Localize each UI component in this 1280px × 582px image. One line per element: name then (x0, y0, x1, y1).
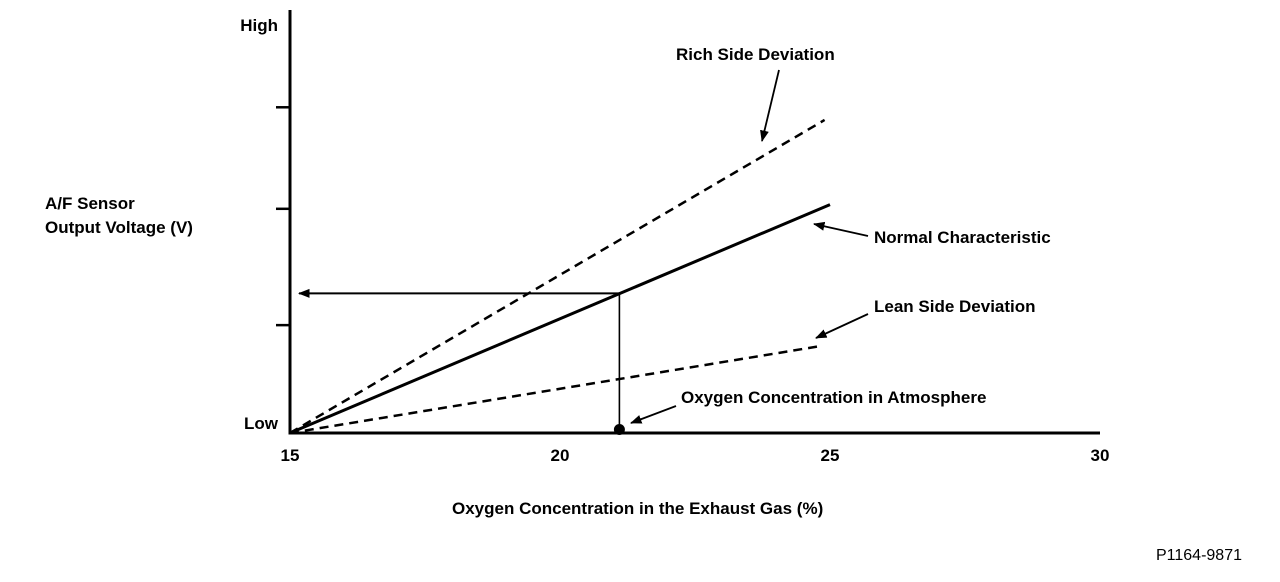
normal-characteristic-arrow (813, 221, 869, 237)
x-axis-title: Oxygen Concentration in the Exhaust Gas … (452, 499, 824, 518)
figure-reference-code: P1164-9871 (1156, 547, 1242, 564)
x-tick-label-15: 15 (280, 446, 300, 465)
rich-side-deviation-line (289, 118, 826, 435)
atmosphere-point (613, 424, 625, 435)
normal-characteristic-label: Normal Characteristic (874, 228, 1051, 247)
atmosphere-annotation-label: Oxygen Concentration in Atmosphere (681, 388, 987, 407)
rich-side-deviation-arrow (760, 69, 780, 142)
x-tick-label-20: 20 (550, 446, 570, 465)
axes (288, 10, 1100, 435)
y-axis-low-label: Low (244, 414, 278, 433)
x-tick-label-25: 25 (820, 446, 840, 465)
x-tick-label-30: 30 (1090, 446, 1110, 465)
atmosphere-label-arrow (630, 405, 677, 424)
normal-characteristic-line (289, 203, 831, 435)
lean-side-deviation-arrow (815, 313, 869, 339)
y-axis-title: A/F Sensor Output Voltage (V) (45, 194, 193, 237)
y-axis-high-label: High (240, 16, 278, 35)
lean-side-deviation-label: Lean Side Deviation (874, 297, 1036, 316)
rich-side-deviation-label: Rich Side Deviation (676, 45, 835, 64)
